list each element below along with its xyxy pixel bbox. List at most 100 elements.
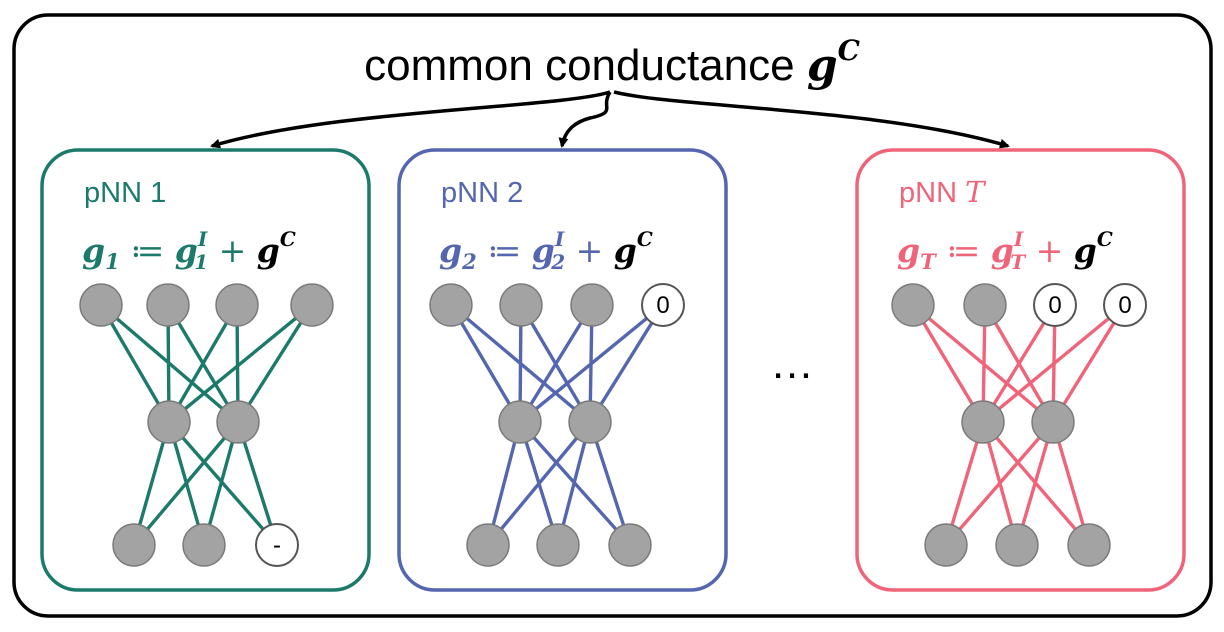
neuron bbox=[182, 523, 226, 567]
arrow-to-pnn-1 bbox=[210, 90, 611, 149]
eq-lhs-sub: T bbox=[920, 249, 937, 274]
neuron bbox=[924, 523, 968, 567]
neuron bbox=[290, 283, 334, 327]
neuron bbox=[146, 283, 190, 327]
eq-term: g bbox=[532, 231, 555, 270]
eq-lhs-sub: 1 bbox=[105, 249, 120, 274]
neuron bbox=[608, 523, 652, 567]
edge bbox=[99, 304, 171, 423]
edge bbox=[132, 420, 240, 547]
eq-plus: + bbox=[208, 231, 257, 270]
panel-equation: g2 ≔ gI 2 + gC bbox=[439, 227, 653, 274]
neuron bbox=[1067, 523, 1111, 567]
neuron bbox=[568, 400, 612, 444]
neuron bbox=[79, 283, 123, 327]
eq-term: g bbox=[175, 231, 198, 270]
panel-equation: g1 ≔ gI 1 + gC bbox=[82, 227, 296, 274]
eq-common: g bbox=[614, 231, 637, 270]
edge bbox=[518, 304, 594, 423]
edge bbox=[944, 420, 1055, 547]
eq-term-sup: I bbox=[197, 227, 208, 251]
panels: pNN 1g1 ≔ gI 1 + gC-pNN 2g2 ≔ gI 2 + gC0pN… bbox=[40, 148, 1186, 592]
neuron bbox=[499, 283, 543, 327]
neuron bbox=[498, 400, 542, 444]
panel-label: pNN T bbox=[899, 175, 987, 209]
pnn-panel-3: pNN TgT ≔ gI T + gC0 0 bbox=[855, 148, 1186, 592]
arrow-to-pnn-2 bbox=[558, 91, 612, 148]
pruned-neuron bbox=[1103, 283, 1147, 327]
panel-label-prefix: pNN bbox=[899, 177, 965, 209]
eq-assign: ≔ bbox=[477, 231, 532, 270]
eq-lhs: g bbox=[897, 231, 920, 270]
eq-term-sub: 1 bbox=[194, 250, 208, 274]
pruned-neuron-label: - bbox=[273, 532, 281, 559]
eq-term: g bbox=[991, 231, 1014, 270]
edge bbox=[518, 303, 665, 424]
distribution-arrows bbox=[210, 90, 1010, 149]
neuron bbox=[995, 523, 1039, 567]
eq-lhs: g bbox=[439, 231, 462, 270]
eq-plus: + bbox=[565, 231, 614, 270]
arrow-to-pnn-t bbox=[613, 90, 1010, 149]
panel-label-index: 2 bbox=[507, 177, 523, 209]
edge bbox=[981, 304, 1057, 423]
neuron bbox=[570, 283, 614, 327]
neuron bbox=[891, 283, 935, 327]
panel-frame bbox=[855, 148, 1186, 592]
edge bbox=[911, 304, 985, 423]
neuron bbox=[1031, 400, 1075, 444]
panel-nodes: 0 bbox=[429, 283, 685, 567]
eq-common: g bbox=[257, 231, 280, 270]
eq-plus: + bbox=[1025, 231, 1074, 270]
edge bbox=[1051, 304, 1127, 423]
neuron bbox=[112, 523, 156, 567]
pnn-panel-2: pNN 2g2 ≔ gI 2 + gC0 bbox=[397, 148, 728, 592]
neuron bbox=[147, 400, 191, 444]
pruned-neuron bbox=[1033, 283, 1077, 327]
eq-term-sub: 2 bbox=[550, 250, 565, 274]
eq-assign: ≔ bbox=[936, 231, 991, 270]
eq-common-sup: C bbox=[1097, 227, 1113, 251]
neuron bbox=[466, 523, 510, 567]
edge bbox=[167, 304, 239, 423]
edge bbox=[167, 303, 314, 424]
edge bbox=[588, 304, 665, 423]
neuron bbox=[429, 283, 473, 327]
eq-common: g bbox=[1074, 231, 1097, 270]
panel-label-prefix: pNN bbox=[84, 177, 150, 209]
pruned-neuron-label: 0 bbox=[1118, 292, 1131, 319]
panel-label-prefix: pNN bbox=[441, 177, 507, 209]
edge bbox=[486, 420, 592, 547]
edge bbox=[167, 420, 279, 547]
edge bbox=[236, 304, 314, 423]
eq-common-sup: C bbox=[280, 227, 296, 251]
pnn-panel-1: pNN 1g1 ≔ gI 1 + gC- bbox=[40, 148, 371, 592]
title-symbol: g bbox=[807, 40, 838, 91]
eq-assign: ≔ bbox=[120, 231, 175, 270]
pruned-neuron-label: 0 bbox=[1048, 292, 1061, 319]
panel-label: pNN 2 bbox=[441, 177, 523, 209]
panel-label: pNN 1 bbox=[84, 177, 166, 209]
neuron bbox=[961, 400, 1005, 444]
diagram-title: common conductance gC bbox=[364, 34, 860, 91]
pruned-neuron bbox=[641, 283, 685, 327]
panel-equation: gT ≔ gI T + gC bbox=[897, 227, 1113, 274]
title-superscript: C bbox=[838, 34, 861, 67]
pruned-neuron bbox=[255, 523, 299, 567]
panel-label-index: 1 bbox=[150, 177, 166, 209]
neuron bbox=[536, 523, 580, 567]
panel-nodes: - bbox=[79, 283, 334, 567]
eq-lhs-sub: 2 bbox=[461, 249, 477, 274]
panel-label-index: T bbox=[965, 175, 987, 209]
ellipsis: … bbox=[770, 339, 814, 388]
panel-frame bbox=[397, 148, 728, 592]
eq-common-sup: C bbox=[637, 227, 653, 251]
edge bbox=[981, 303, 1127, 424]
eq-lhs: g bbox=[82, 231, 105, 270]
eq-term-sup: I bbox=[554, 227, 565, 251]
neuron bbox=[215, 283, 259, 327]
neuron bbox=[963, 283, 1007, 327]
pruned-neuron-label: 0 bbox=[656, 292, 669, 319]
